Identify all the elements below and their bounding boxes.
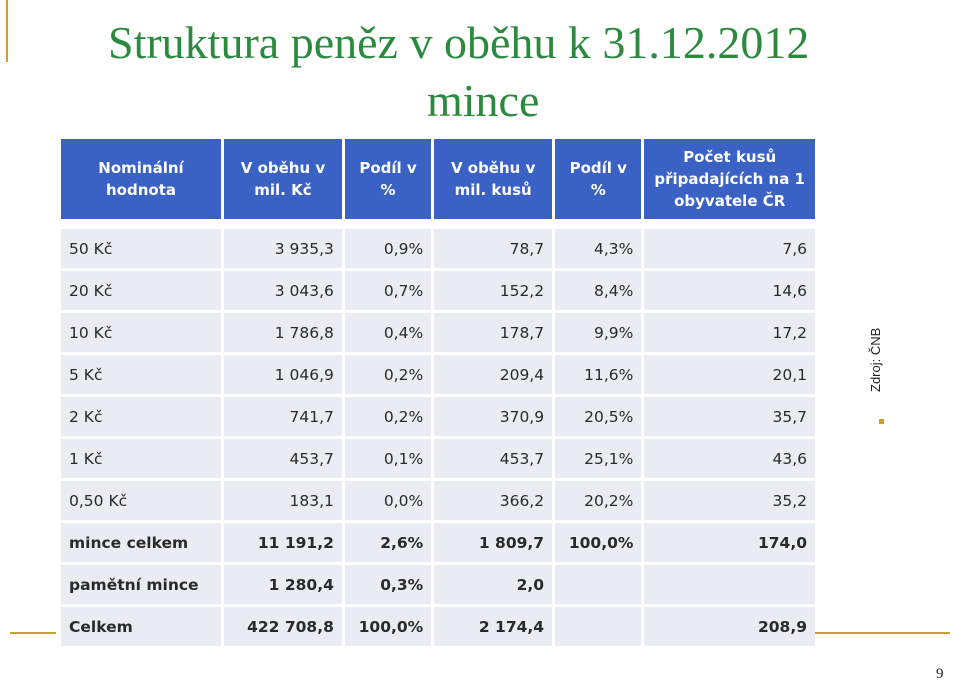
frame-accent-line [6,0,8,62]
source-label: Zdroj: ČNB [868,327,883,392]
cell-denomination: pamětní mince [61,565,221,604]
table-row: 2 Kč 741,7 0,2% 370,9 20,5% 35,7 [61,397,815,436]
cell-per-capita: 208,9 [644,607,815,646]
slide-title-line1: Struktura peněz v oběhu k 31.12.2012 [108,17,810,68]
cell-value: 11 191,2 [224,523,342,562]
cell-share-pieces: 11,6% [555,355,642,394]
cell-share: 0,9% [344,229,432,268]
cell-share-pieces [555,607,642,646]
table-row: 50 Kč 3 935,3 0,9% 78,7 4,3% 7,6 [61,229,815,268]
header-nominal-value: Nominální hodnota [61,139,221,219]
cell-share-pieces: 4,3% [555,229,642,268]
cell-per-capita: 43,6 [644,439,815,478]
cell-value: 1 786,8 [224,313,342,352]
cell-share: 0,7% [344,271,432,310]
cell-per-capita: 7,6 [644,229,815,268]
cell-share-pieces [555,565,642,604]
cell-share-pieces: 8,4% [555,271,642,310]
table-row: 1 Kč 453,7 0,1% 453,7 25,1% 43,6 [61,439,815,478]
table-row: 0,50 Kč 183,1 0,0% 366,2 20,2% 35,2 [61,481,815,520]
cell-share: 100,0% [344,607,432,646]
cell-value: 183,1 [224,481,342,520]
cell-denomination: 10 Kč [61,313,221,352]
cell-denomination: 2 Kč [61,397,221,436]
slide-title: Struktura peněz v oběhu k 31.12.2012 min… [0,14,960,130]
cell-denomination: 5 Kč [61,355,221,394]
cell-pieces: 152,2 [434,271,553,310]
cell-pieces: 370,9 [434,397,553,436]
cell-per-capita: 174,0 [644,523,815,562]
cell-pieces: 453,7 [434,439,553,478]
cell-share-pieces: 20,2% [555,481,642,520]
header-share-value: Podíl v % [344,139,432,219]
table-row: 5 Kč 1 046,9 0,2% 209,4 11,6% 20,1 [61,355,815,394]
table-row-total: Celkem 422 708,8 100,0% 2 174,4 208,9 [61,607,815,646]
cell-per-capita: 14,6 [644,271,815,310]
cell-value: 1 046,9 [224,355,342,394]
cell-per-capita: 35,2 [644,481,815,520]
cell-pieces: 2 174,4 [434,607,553,646]
cell-value: 741,7 [224,397,342,436]
frame-accent-line-bottom-right [812,632,950,634]
table-row: 10 Kč 1 786,8 0,4% 178,7 9,9% 17,2 [61,313,815,352]
cell-share: 0,2% [344,355,432,394]
cell-share: 0,4% [344,313,432,352]
header-share-pcs: Podíl v % [555,139,642,219]
cell-share-pieces: 9,9% [555,313,642,352]
cell-share-pieces: 100,0% [555,523,642,562]
cell-pieces: 2,0 [434,565,553,604]
cell-share: 0,0% [344,481,432,520]
cell-denomination: mince celkem [61,523,221,562]
cell-denomination: 0,50 Kč [61,481,221,520]
table-row: 20 Kč 3 043,6 0,7% 152,2 8,4% 14,6 [61,271,815,310]
cell-pieces: 178,7 [434,313,553,352]
cell-share: 2,6% [344,523,432,562]
cell-value: 3 043,6 [224,271,342,310]
header-circulation-mil-pcs: V oběhu v mil. kusů [434,139,553,219]
cell-pieces: 209,4 [434,355,553,394]
cell-pieces: 1 809,7 [434,523,553,562]
cell-per-capita: 17,2 [644,313,815,352]
cell-denomination: 50 Kč [61,229,221,268]
cell-pieces: 78,7 [434,229,553,268]
cell-share: 0,1% [344,439,432,478]
table-header-row: Nominální hodnota V oběhu v mil. Kč Podí… [61,139,815,219]
cell-share-pieces: 20,5% [555,397,642,436]
bullet-marker [879,419,884,424]
cell-value: 453,7 [224,439,342,478]
page-number: 9 [936,666,944,682]
cell-value: 3 935,3 [224,229,342,268]
header-circulation-mil-czk: V oběhu v mil. Kč [224,139,342,219]
cell-value: 1 280,4 [224,565,342,604]
cell-denomination: 1 Kč [61,439,221,478]
cell-denomination: Celkem [61,607,221,646]
coin-structure-table: Nominální hodnota V oběhu v mil. Kč Podí… [58,136,818,649]
table-row-commemorative: pamětní mince 1 280,4 0,3% 2,0 [61,565,815,604]
cell-value: 422 708,8 [224,607,342,646]
slide-title-line2: mince [427,75,540,126]
frame-accent-line-bottom-left [10,632,56,634]
source-note: Zdroj: ČNB [868,322,888,392]
cell-per-capita [644,565,815,604]
cell-share-pieces: 25,1% [555,439,642,478]
cell-pieces: 366,2 [434,481,553,520]
cell-share: 0,2% [344,397,432,436]
cell-per-capita: 35,7 [644,397,815,436]
cell-denomination: 20 Kč [61,271,221,310]
cell-share: 0,3% [344,565,432,604]
cell-per-capita: 20,1 [644,355,815,394]
table-row-subtotal: mince celkem 11 191,2 2,6% 1 809,7 100,0… [61,523,815,562]
header-pcs-per-capita: Počet kusů připadajících na 1 obyvatele … [644,139,815,219]
